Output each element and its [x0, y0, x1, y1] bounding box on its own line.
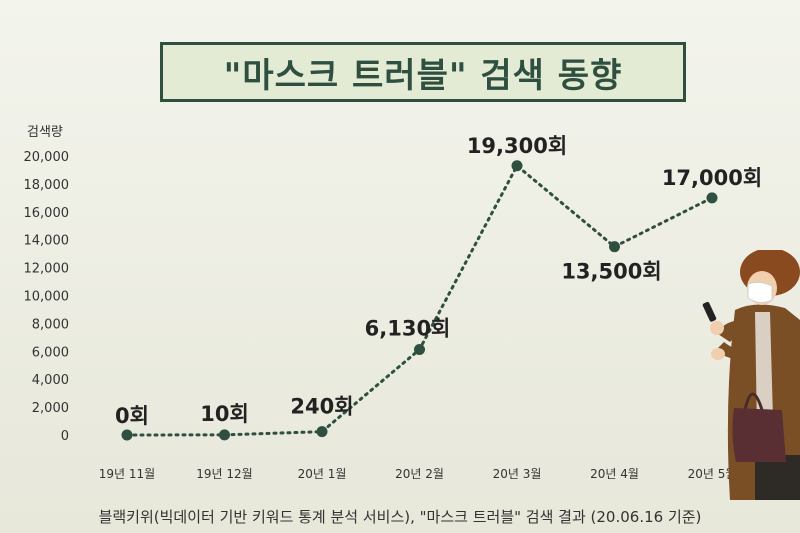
y-tick-label: 14,000: [24, 234, 70, 249]
data-label: 240회: [290, 395, 353, 419]
y-tick-label: 20,000: [24, 150, 70, 165]
data-label: 19,300회: [467, 134, 567, 158]
y-tick-label: 6,000: [32, 345, 69, 360]
data-point: [706, 192, 718, 204]
title-box: "마스크 트러블" 검색 동향: [160, 42, 686, 102]
person-with-mask-illustration: [702, 250, 800, 500]
x-tick-label: 20년 2월: [395, 467, 444, 481]
data-point: [414, 343, 425, 355]
x-tick-label: 20년 1월: [298, 467, 347, 481]
y-tick-label: 18,000: [24, 178, 70, 193]
y-tick-label: 0: [61, 429, 69, 444]
data-label: 10회: [200, 402, 249, 426]
data-label: 13,500회: [561, 260, 661, 284]
y-axis-label: 검색량: [27, 125, 63, 140]
y-tick-label: 10,000: [24, 290, 70, 305]
x-tick-label: 20년 3월: [493, 467, 542, 481]
data-point: [121, 429, 133, 441]
chart-title: "마스크 트러블" 검색 동향: [223, 55, 623, 96]
data-point: [609, 241, 620, 253]
data-point: [219, 429, 230, 441]
x-tick-label: 19년 12월: [196, 467, 252, 481]
x-tick-label: 19년 11월: [99, 467, 155, 481]
y-tick-label: 12,000: [24, 262, 70, 277]
x-tick-label: 20년 5월: [688, 467, 737, 481]
y-tick-label: 16,000: [24, 206, 70, 221]
y-tick-label: 4,000: [32, 373, 69, 388]
y-tick-label: 8,000: [32, 317, 69, 332]
line-chart: 검색량 0 2,000 4,000 6,000 8,000 10,000 12,000 14,0…: [24, 125, 763, 481]
series-line: [125, 163, 714, 437]
y-tick-label: 2,000: [32, 401, 69, 416]
source-note: 블랙키위(빅데이터 기반 키워드 통계 분석 서비스), "마스크 트러블" 검…: [98, 508, 702, 526]
data-label: 17,000회: [662, 166, 762, 190]
data-label: 0회: [115, 404, 149, 428]
x-tick-label: 20년 4월: [590, 467, 639, 481]
data-label: 6,130회: [365, 316, 451, 340]
data-point: [511, 160, 523, 172]
data-point: [316, 426, 328, 438]
